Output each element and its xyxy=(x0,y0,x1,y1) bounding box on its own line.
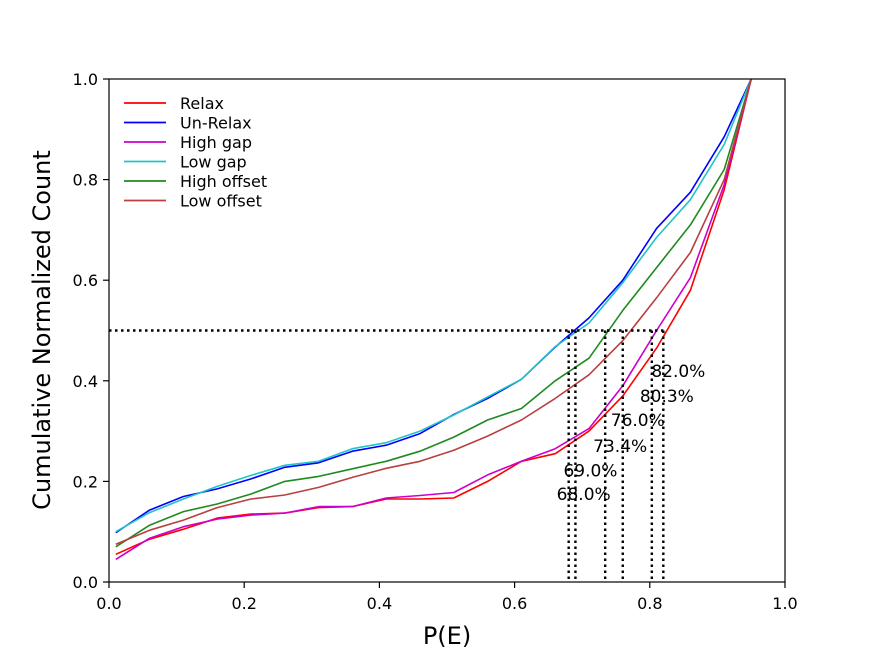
legend-label-un-relax: Un-Relax xyxy=(180,114,252,133)
y-tick-label-0: 0.0 xyxy=(73,573,98,592)
y-axis-ticks: 0.0 0.2 0.4 0.6 0.8 1.0 xyxy=(73,70,109,592)
legend-label-high-offset: High offset xyxy=(180,172,267,191)
legend-label-low-gap: Low gap xyxy=(180,153,247,172)
legend-label-relax: Relax xyxy=(180,94,224,113)
y-tick-label-3: 0.6 xyxy=(73,271,98,290)
threshold-label-5: 80.3% xyxy=(640,387,694,407)
y-tick-label-1: 0.2 xyxy=(73,472,98,491)
x-tick-label-3: 0.6 xyxy=(502,594,527,613)
series-line-low-gap xyxy=(115,78,752,533)
x-tick-label-2: 0.4 xyxy=(367,594,392,613)
series-line-high-offset xyxy=(115,78,752,548)
x-tick-label-5: 1.0 xyxy=(772,594,797,613)
y-tick-label-4: 0.8 xyxy=(73,171,98,190)
threshold-label-1: 68.0% xyxy=(557,485,611,505)
threshold-label-3: 73.4% xyxy=(593,437,647,457)
legend-label-low-offset: Low offset xyxy=(180,192,262,211)
series-line-high-gap xyxy=(115,78,752,561)
series-line-low-offset xyxy=(115,78,752,546)
threshold-group: 68.0% 69.0% 73.4% 76.0% 80.3% 82.0% xyxy=(557,330,705,582)
plot-frame xyxy=(108,78,786,583)
x-tick-label-4: 0.8 xyxy=(637,594,662,613)
x-tick-label-1: 0.2 xyxy=(231,594,256,613)
legend-label-high-gap: High gap xyxy=(180,133,252,152)
threshold-label-2: 69.0% xyxy=(563,461,617,481)
y-tick-label-2: 0.4 xyxy=(73,372,98,391)
x-tick-label-0: 0.0 xyxy=(96,594,121,613)
y-tick-label-5: 1.0 xyxy=(73,70,98,89)
series-line-un-relax xyxy=(115,78,752,534)
y-axis-label: Cumulative Normalized Count xyxy=(28,150,56,510)
threshold-label-4: 76.0% xyxy=(611,411,665,431)
threshold-label-6: 82.0% xyxy=(651,362,705,382)
x-axis-label: P(E) xyxy=(423,622,471,650)
x-axis-ticks: 0.0 0.2 0.4 0.6 0.8 1.0 xyxy=(96,582,798,613)
